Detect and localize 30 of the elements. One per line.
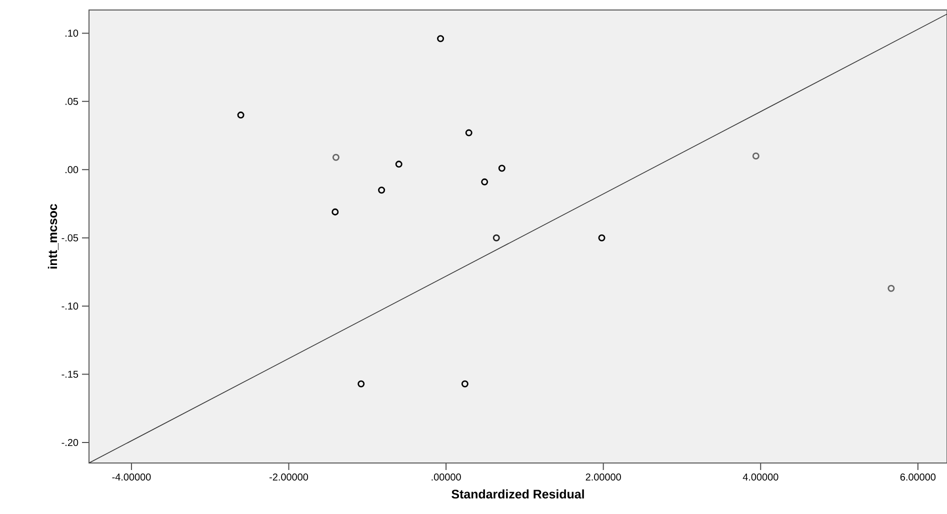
point	[598, 234, 606, 242]
point	[332, 208, 339, 216]
point	[378, 186, 386, 194]
y-tick-label: .10	[66, 30, 78, 37]
x-tick-label: .00000	[432, 474, 461, 481]
point	[752, 152, 760, 160]
y-tick-label: -.05	[62, 234, 78, 242]
x-tick-label: 4.00000	[742, 474, 778, 481]
y-tick-label: .00	[66, 166, 78, 174]
point	[492, 234, 500, 242]
y-tick-label: -.20	[62, 439, 78, 446]
point	[395, 160, 402, 168]
point	[465, 129, 472, 136]
x-tick-label: 6.00000	[900, 474, 936, 481]
point	[358, 380, 365, 388]
point	[498, 164, 506, 172]
y-tick-label: -.10	[62, 302, 78, 310]
x-tick-label: -4.00000	[112, 474, 151, 481]
x-tick-label: 2.00000	[586, 474, 621, 481]
y-tick-label: -.15	[62, 370, 78, 378]
point	[332, 154, 340, 161]
y-tick-label: .05	[66, 98, 78, 105]
y-axis-title: intt_mcsoc	[48, 204, 58, 268]
point	[437, 35, 444, 42]
point	[481, 178, 488, 186]
point	[888, 284, 895, 292]
x-tick-label: -2.00000	[270, 474, 308, 481]
x-axis-title: Standardized Residual	[452, 489, 584, 499]
point	[461, 380, 468, 388]
point	[237, 112, 244, 119]
